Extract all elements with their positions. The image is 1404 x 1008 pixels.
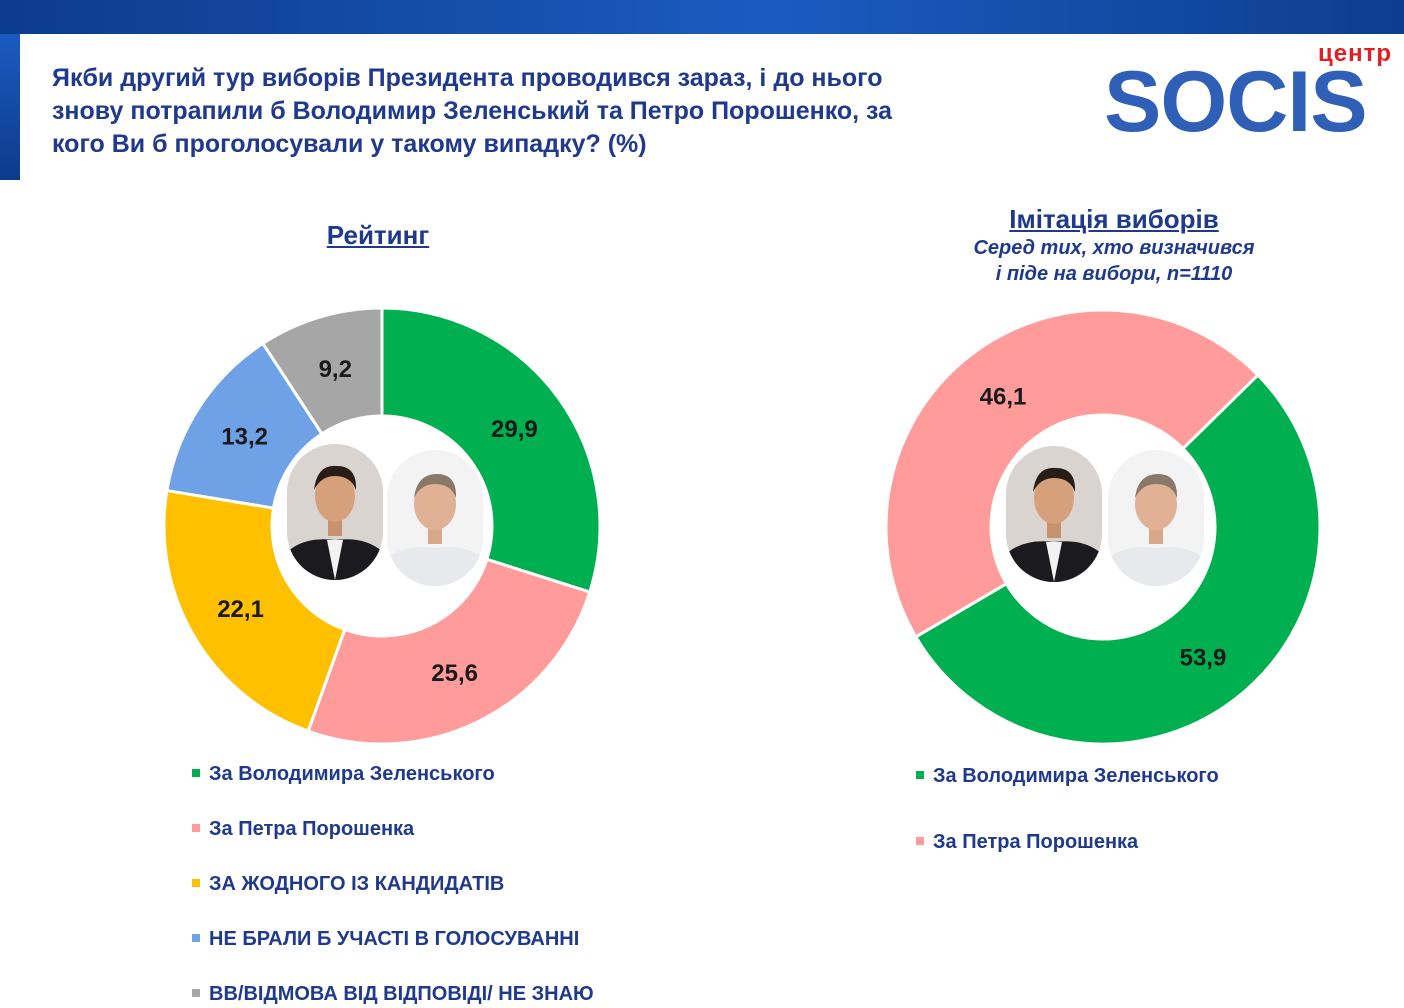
legend-item-poroshenko: За Петра Порошенка [192,817,414,841]
donut-label-2: 22,1 [217,596,264,623]
donut-label-1: 25,6 [431,660,478,687]
question-line-1: Якби другий тур виборів Президента прово… [52,64,883,92]
subtitle-line-2: і піде на вибори, n=1110 [995,263,1233,285]
legend-label: ЗА ЖОДНОГО ІЗ КАНДИДАТІВ [209,873,505,895]
logo-word: SOCIS [1104,54,1368,150]
donut-slice-1 [884,308,1261,639]
question-title: Якби другий тур виборів Президента прово… [52,62,1012,161]
legend-item-zelensky: За Володимира Зеленського [192,762,495,786]
zelensky-photo-right [1006,446,1102,582]
legend-swatch-icon [192,988,200,997]
top-banner [0,0,1404,34]
socis-logo: центр SOCIS [1100,40,1400,150]
legend-label: НЕ БРАЛИ Б УЧАСТІ В ГОЛОСУВАННІ [209,928,580,950]
legend-swatch-icon [916,770,924,779]
legend-swatch-icon [192,933,200,942]
legend-item-none: ЗА ЖОДНОГО ІЗ КАНДИДАТІВ [192,872,504,896]
legend-label: ВВ/ВІДМОВА ВІД ВІДПОВІДІ/ НЕ ЗНАЮ [209,983,594,1005]
question-line-3: кого Ви б проголосували у такому випадку… [52,130,647,158]
right-chart-title: Імітація виборів [1009,204,1219,234]
zelensky-photo [287,444,383,580]
poroshenko-photo-right [1108,450,1204,586]
election-donut-chart: 53,9 46,1 [884,308,1322,746]
subtitle-line-1: Серед тих, хто визначився [973,237,1255,259]
question-line-2: знову потрапили б Володимир Зеленський т… [52,97,893,125]
legend-item-not-voting: НЕ БРАЛИ Б УЧАСТІ В ГОЛОСУВАННІ [192,927,579,951]
right-legend: За Володимира Зеленського За Петра Порош… [916,764,1376,864]
legend-label: За Петра Порошенка [209,818,415,840]
logo-center-text: центр [1317,40,1392,67]
legend-swatch-icon [916,836,924,845]
legend-swatch-icon [192,823,200,832]
donut-slice-1 [306,557,592,746]
legend-item-zelensky: За Володимира Зеленського [916,764,1219,788]
legend-swatch-icon [192,878,200,887]
legend-swatch-icon [192,768,200,777]
poroshenko-photo [387,450,483,586]
donut-slice-0 [380,306,602,594]
legend-item-poroshenko: За Петра Порошенка [916,830,1138,854]
legend-label: За Володимира Зеленського [933,765,1219,787]
donut-slice-2 [162,488,347,734]
legend-label: За Володимира Зеленського [209,763,495,785]
left-legend: За Володимира Зеленського За Петра Порош… [192,762,692,1008]
donut-label-0: 29,9 [491,416,538,443]
legend-label: За Петра Порошенка [933,831,1139,853]
donut-slice-0 [913,372,1322,746]
rating-donut-chart: 29,9 25,6 22,1 13,2 9,2 [162,306,602,746]
left-chart-title: Рейтинг [326,220,430,250]
donut-label-1: 46,1 [980,383,1027,410]
donut-label-4: 9,2 [319,356,352,383]
donut-label-3: 13,2 [221,423,268,450]
left-accent-bar [0,34,20,180]
legend-item-dk: ВВ/ВІДМОВА ВІД ВІДПОВІДІ/ НЕ ЗНАЮ [192,982,594,1006]
right-chart-subtitle: Серед тих, хто визначився і піде на вибо… [914,235,1314,287]
donut-slice-4 [260,306,384,436]
donut-label-0: 53,9 [1180,645,1227,672]
